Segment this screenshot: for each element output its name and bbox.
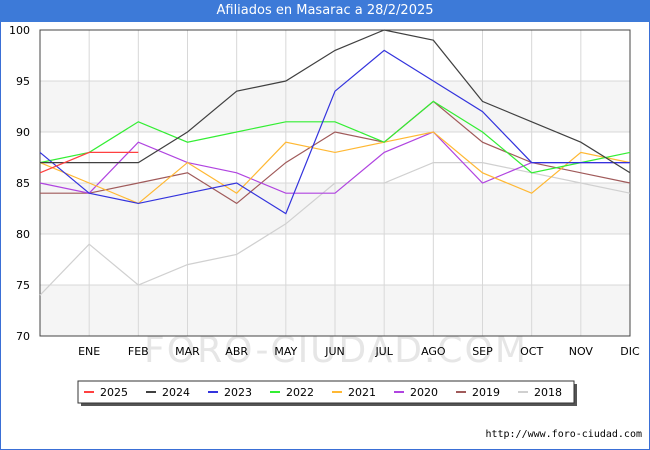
y-tick-label: 90 — [16, 126, 30, 139]
legend-label-2021: 2021 — [348, 386, 376, 399]
legend: 2025 2024 2023 2022 2021 2020 2019 2018 — [77, 380, 577, 406]
y-tick-labels: 70 75 80 85 90 95 100 — [9, 24, 30, 343]
x-tick-label: AGO — [421, 345, 446, 358]
x-tick-label: JUN — [324, 345, 345, 358]
legend-box — [77, 380, 575, 404]
y-tick-label: 85 — [16, 177, 30, 190]
y-tick-label: 70 — [16, 330, 30, 343]
legend-label-2018: 2018 — [534, 386, 562, 399]
legend-label-2024: 2024 — [162, 386, 190, 399]
x-tick-label: SEP — [472, 345, 493, 358]
series-line-2024 — [40, 29, 631, 174]
y-tick-label: 75 — [16, 279, 30, 292]
y-tick-label: 100 — [9, 24, 30, 37]
x-tick-label: DIC — [620, 345, 640, 358]
series-line-2025 — [39, 151, 139, 174]
series-line-2023 — [39, 49, 630, 215]
watermark: FORO-CIUDAD.COM — [144, 330, 528, 371]
x-tick-labels: ENE FEB MAR ABR MAY JUN JUL AGO SEP OCT NOV DIC — [78, 345, 640, 358]
chart-title: Afiliados en Masarac a 28/2/2025 — [0, 0, 650, 22]
legend-label-2023: 2023 — [224, 386, 252, 399]
legend-label-2022: 2022 — [286, 386, 314, 399]
legend-label-2025: 2025 — [100, 386, 128, 399]
y-tick-label: 95 — [16, 75, 30, 88]
series-line-2022 — [39, 100, 631, 174]
x-tick-label: MAR — [175, 345, 200, 358]
x-tick-label: MAY — [274, 345, 297, 358]
x-tick-label: OCT — [520, 345, 543, 358]
series-lines — [39, 29, 631, 296]
x-tick-label: NOV — [569, 345, 594, 358]
legend-label-2020: 2020 — [410, 386, 438, 399]
x-tick-label: ABR — [225, 345, 248, 358]
legend-label-2019: 2019 — [472, 386, 500, 399]
x-tick-label: JUL — [374, 345, 393, 358]
footer-url[interactable]: http://www.foro-ciudad.com — [485, 429, 642, 440]
x-tick-label: ENE — [78, 345, 100, 358]
y-tick-label: 80 — [16, 228, 30, 241]
x-tick-label: FEB — [128, 345, 149, 358]
